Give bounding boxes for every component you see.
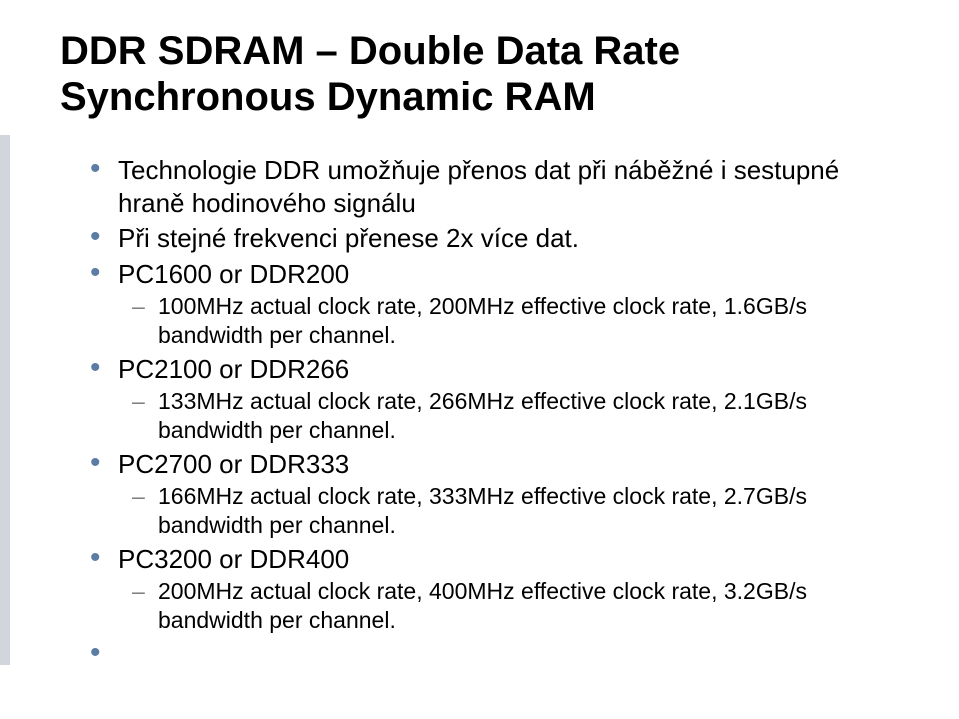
list-item: PC1600 or DDR200 100MHz actual clock rate… [90,258,911,350]
list-item-text: PC1600 or DDR200 [118,259,349,289]
list-item: Při stejné frekvenci přenese 2x více dat… [90,222,911,255]
sub-list-item: 200MHz actual clock rate, 400MHz effecti… [118,577,911,635]
slide-container: DDR SDRAM – Double Data Rate Synchronous… [0,0,959,678]
list-item-text: Technologie DDR umožňuje přenos dat při … [118,155,839,218]
slide-title: DDR SDRAM – Double Data Rate Synchronous… [60,28,911,120]
sub-list-item: 100MHz actual clock rate, 200MHz effecti… [118,292,911,350]
list-item: PC2700 or DDR333 166MHz actual clock rate… [90,448,911,540]
sub-list-item: 166MHz actual clock rate, 333MHz effecti… [118,482,911,540]
sub-list: 100MHz actual clock rate, 200MHz effecti… [118,292,911,350]
list-item: PC3200 or DDR400 200MHz actual clock rate… [90,543,911,635]
list-item: PC2100 or DDR266 133MHz actual clock rate… [90,353,911,445]
sub-list-item-text: 200MHz actual clock rate, 400MHz effecti… [158,578,807,633]
sub-list-item-text: 133MHz actual clock rate, 266MHz effecti… [158,388,807,443]
sub-list: 166MHz actual clock rate, 333MHz effecti… [118,482,911,540]
list-item: Technologie DDR umožňuje přenos dat při … [90,154,911,219]
list-item-text: PC2700 or DDR333 [118,449,349,479]
sub-list-item: 133MHz actual clock rate, 266MHz effecti… [118,387,911,445]
sub-list-item-text: 100MHz actual clock rate, 200MHz effecti… [158,293,807,348]
list-item-text: PC2100 or DDR266 [118,354,349,384]
list-item-text: PC3200 or DDR400 [118,544,349,574]
sub-list: 133MHz actual clock rate, 266MHz effecti… [118,387,911,445]
list-item-text: Při stejné frekvenci přenese 2x více dat… [118,223,579,253]
sub-list: 200MHz actual clock rate, 400MHz effecti… [118,577,911,635]
bullet-list: Technologie DDR umožňuje přenos dat při … [90,154,911,635]
sub-list-item-text: 166MHz actual clock rate, 333MHz effecti… [158,483,807,538]
slide-body: Technologie DDR umožňuje přenos dat při … [60,154,911,635]
accent-bar [0,135,10,665]
